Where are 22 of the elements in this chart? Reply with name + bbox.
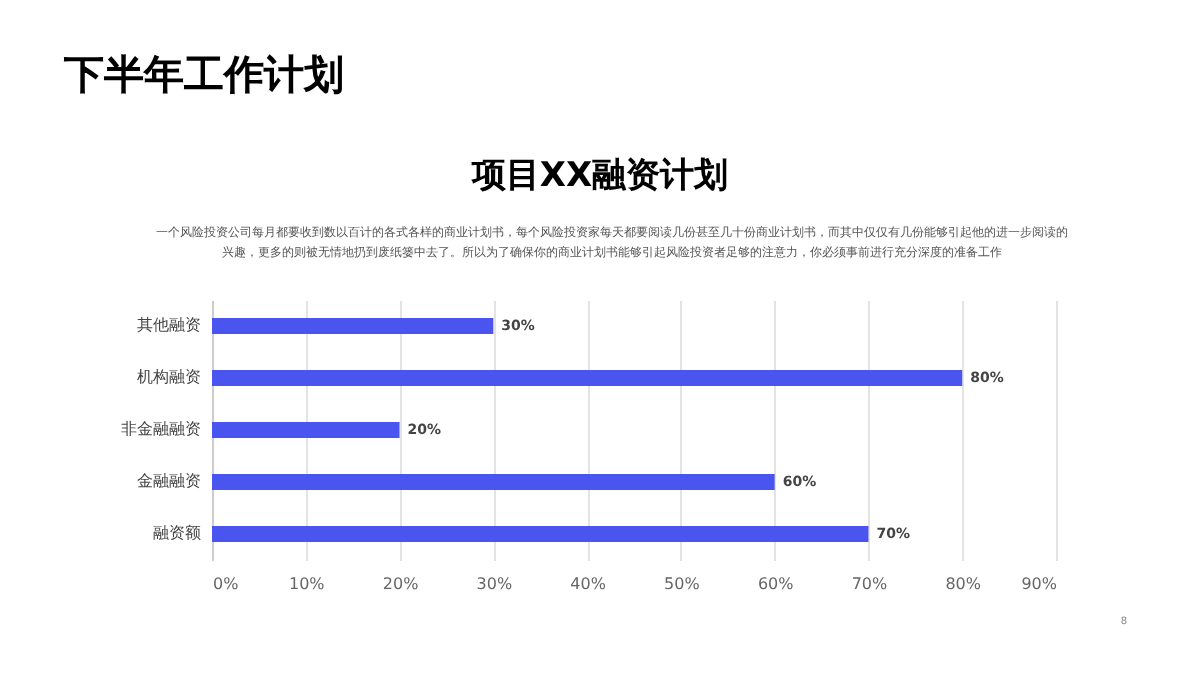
bar bbox=[212, 422, 400, 438]
y-tick-label: 机构融资 bbox=[137, 368, 201, 386]
chart-title: 下半年工作计划 bbox=[62, 50, 344, 98]
x-tick-label: 30% bbox=[476, 575, 513, 593]
bar bbox=[212, 526, 869, 542]
x-tick-label: 20% bbox=[382, 575, 420, 593]
x-tick-label: 80% bbox=[945, 575, 982, 593]
x-tick-label: 40% bbox=[570, 575, 607, 593]
x-tick-label: 60% bbox=[757, 575, 795, 593]
bar bbox=[212, 474, 775, 490]
bar bbox=[212, 370, 963, 386]
bar bbox=[212, 318, 494, 334]
x-tick-label: 90% bbox=[1021, 575, 1058, 593]
x-tick-label: 70% bbox=[851, 575, 889, 593]
x-tick-label: 50% bbox=[664, 575, 701, 593]
chart-subtitle: 项目XX融资计划 bbox=[469, 156, 729, 196]
x-tick-label: 0% bbox=[213, 575, 240, 593]
y-tick-label: 金融融资 bbox=[137, 472, 201, 490]
y-tick-label: 其他融资 bbox=[137, 316, 201, 334]
y-tick-label: 非金融融资 bbox=[121, 420, 201, 438]
y-tick-label: 融资额 bbox=[153, 524, 201, 542]
x-tick-label: 10% bbox=[289, 575, 326, 593]
